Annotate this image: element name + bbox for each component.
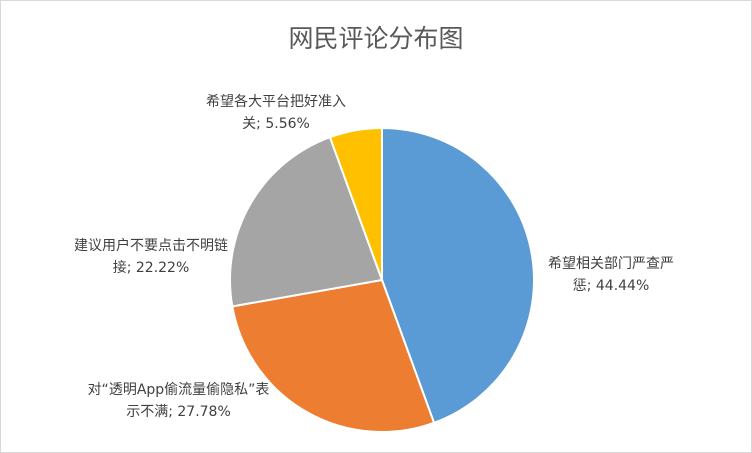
chart-title: 网民评论分布图 [288, 24, 463, 53]
pie-slice [231, 278, 436, 433]
data-label: 希望相关部门严查严惩; 44.44% [548, 256, 674, 294]
data-label: 建议用户不要点击不明链接; 22.22% [74, 238, 228, 276]
pie-slice [229, 135, 384, 308]
pie-slice [381, 126, 535, 425]
data-label: 希望各大平台把好准入关; 5.56% [206, 94, 346, 132]
data-label: 对“透明App偷流量偷隐私”表示不满; 27.78% [87, 382, 270, 420]
pie-slice [328, 126, 383, 281]
